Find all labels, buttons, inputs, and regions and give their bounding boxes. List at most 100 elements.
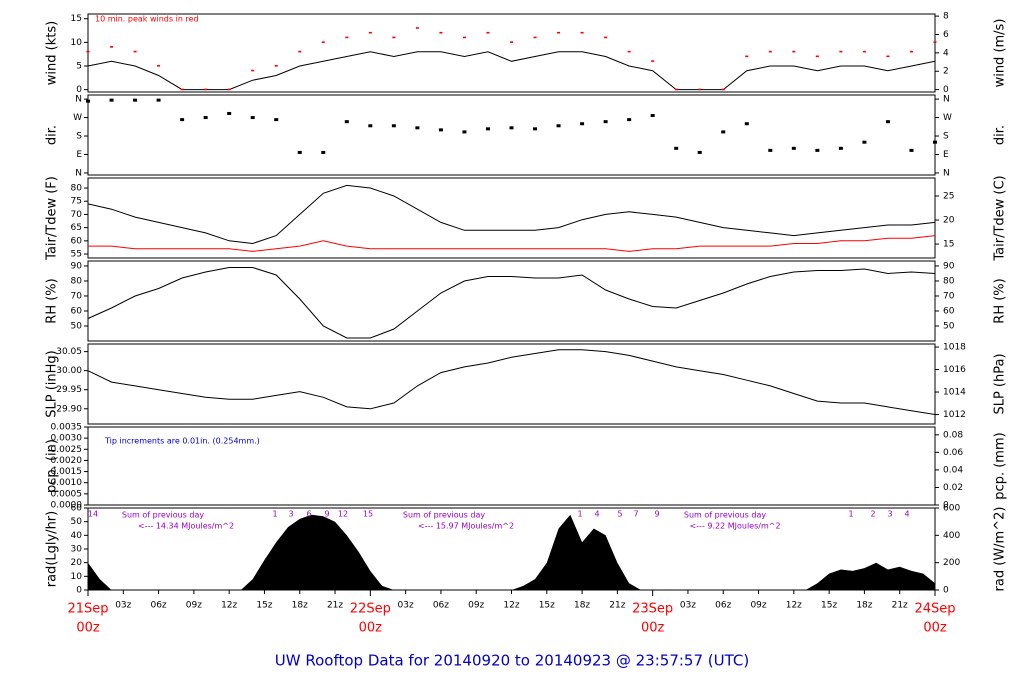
y-tick-label: 29.95	[56, 385, 82, 395]
dir-point	[768, 148, 773, 152]
y-tick-label: 2	[943, 67, 949, 77]
y2-axis-title: pcp. (mm)	[993, 432, 1008, 499]
peak-mark	[745, 55, 749, 58]
dir-point	[650, 114, 655, 118]
hour-mark: 1	[577, 510, 582, 519]
x-tick-label: 12z	[221, 601, 237, 611]
y-tick-label: 0	[943, 501, 949, 511]
dir-point	[933, 140, 937, 144]
y-axis-title: dir.	[45, 125, 60, 145]
y-tick-label: 1018	[943, 343, 966, 353]
date-label: 23Sep	[632, 602, 673, 617]
dir-point	[321, 150, 326, 154]
peak-mark	[227, 88, 231, 91]
peak-mark	[886, 55, 890, 58]
peak-mark	[462, 36, 466, 39]
panel-frame	[87, 177, 936, 259]
date-sublabel: 00z	[76, 621, 100, 636]
x-tick-label: 03z	[680, 601, 696, 611]
y-tick-label: 80	[71, 276, 83, 286]
dir-point	[156, 98, 161, 102]
panel-frame	[87, 343, 936, 425]
peak-mark	[274, 65, 278, 67]
panel-frame	[87, 260, 936, 342]
annotation: 10 min. peak winds in red	[95, 15, 199, 24]
annotation: Tip increments are 0.01in. (0.254mm.)	[104, 437, 260, 446]
y-tick-label: 90	[943, 261, 955, 271]
y-tick-label: 0.0010	[51, 478, 83, 488]
y-tick-label: N	[75, 95, 82, 105]
hour-mark: 1	[272, 510, 277, 519]
hour-mark: 6	[306, 510, 311, 519]
dir-point	[274, 118, 279, 122]
x-tick-label: 06z	[715, 601, 731, 611]
sum-label: Sum of previous day	[122, 511, 204, 520]
dir-point	[368, 124, 373, 128]
y-axis-title: Tair/Tdew (F)	[45, 176, 60, 261]
hour-mark: 12	[338, 510, 348, 519]
peak-mark	[486, 31, 490, 34]
dir-point	[721, 130, 726, 134]
y-tick-label: E	[76, 150, 82, 160]
peak-mark	[86, 50, 90, 53]
panel-frame	[87, 13, 936, 93]
chart-title: UW Rooftop Data for 20140920 to 20140923…	[275, 652, 749, 670]
hour-mark: 3	[288, 510, 293, 519]
peak-mark	[180, 88, 184, 91]
dir-point	[415, 126, 420, 130]
x-tick-label: 09z	[468, 601, 484, 611]
peak-mark	[909, 50, 913, 53]
dir-point	[885, 120, 890, 124]
y-tick-label: W	[73, 113, 82, 123]
x-tick-label: 21z	[892, 601, 908, 611]
date-label: 24Sep	[914, 602, 955, 617]
x-tick-label: 12z	[503, 601, 519, 611]
dir-point	[533, 127, 538, 131]
x-tick-label: 18z	[292, 601, 308, 611]
data-line	[88, 235, 936, 252]
x-tick-label: 18z	[856, 601, 872, 611]
y-tick-label: 0	[76, 85, 82, 95]
dir-point	[862, 140, 867, 144]
y-tick-label: 65	[71, 223, 82, 233]
y-tick-label: 50	[943, 321, 955, 331]
dir-point	[509, 126, 514, 130]
panel-frame	[87, 426, 936, 506]
dir-point	[227, 111, 232, 115]
peak-mark	[204, 88, 208, 91]
x-tick-label: 21z	[327, 601, 343, 611]
data-line	[87, 184, 936, 245]
dir-point	[909, 148, 914, 152]
peak-mark	[415, 27, 419, 29]
hour-mark: 1	[848, 510, 853, 519]
dir-point	[838, 146, 843, 150]
y-tick-label: 60	[71, 236, 83, 246]
x-tick-label: 12z	[786, 601, 802, 611]
y-tick-label: 0	[76, 586, 82, 596]
y-axis-title: RH (%)	[45, 278, 60, 323]
y-tick-label: 0.04	[943, 465, 963, 475]
y-tick-label: 30	[71, 545, 83, 555]
sum-label: Sum of previous day	[403, 511, 485, 520]
dir-point	[556, 124, 561, 128]
date-label: 22Sep	[350, 602, 391, 617]
y-tick-label: 55	[71, 250, 82, 260]
y-axis-title: pcp. (in)	[45, 439, 60, 493]
hour-mark: 2	[870, 510, 875, 519]
x-tick-label: 03z	[115, 601, 131, 611]
y-tick-label: 50	[71, 517, 83, 527]
y-tick-label: 15	[943, 240, 954, 250]
hour-mark: 4	[594, 510, 599, 519]
x-tick-label: 15z	[821, 601, 837, 611]
sum-text: <--- 9.22 MJoules/m^2	[689, 522, 780, 531]
y-tick-label: 1014	[943, 388, 966, 398]
peak-mark	[674, 88, 678, 91]
y-tick-label: 15	[71, 14, 82, 24]
data-line	[87, 51, 936, 91]
hour-mark: 4	[904, 510, 909, 519]
data-line	[87, 349, 936, 415]
y-tick-label: 20	[943, 216, 955, 226]
hour-mark: 9	[324, 510, 329, 519]
y2-axis-title: dir.	[993, 125, 1008, 145]
